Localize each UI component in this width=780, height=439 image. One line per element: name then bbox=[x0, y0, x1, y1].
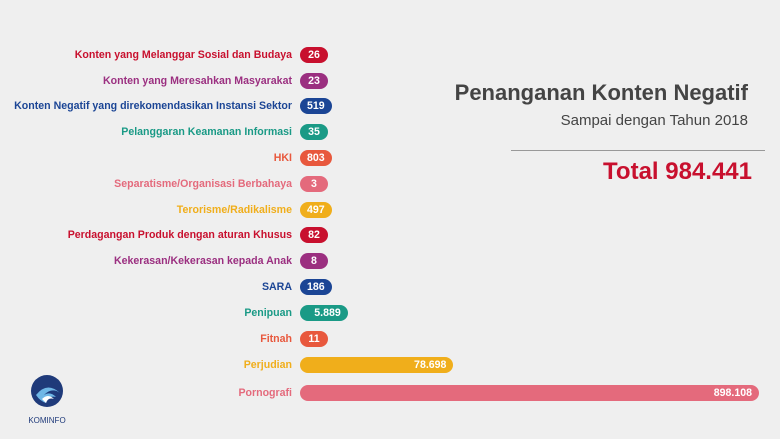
category-label: Penipuan bbox=[244, 306, 292, 319]
category-label: Kekerasan/Kekerasan kepada Anak bbox=[113, 255, 292, 268]
bar-row: Fitnah 11 bbox=[0, 326, 780, 352]
bar-row: Konten yang Meresahkan Masyarakat 23 bbox=[0, 68, 780, 94]
bar: 803 bbox=[300, 150, 332, 167]
bar-row: Pelanggaran Keamanan Informasi 35 bbox=[0, 119, 780, 145]
category-label: Konten yang Melanggar Sosial dan Budaya bbox=[74, 48, 292, 61]
bar-row: Konten yang Melanggar Sosial dan Budaya 2… bbox=[0, 42, 780, 68]
category-label: Konten yang Meresahkan Masyarakat bbox=[103, 74, 292, 87]
bar: 23 bbox=[300, 72, 328, 89]
bar: 82 bbox=[300, 227, 328, 244]
category-label: Pornografi bbox=[238, 386, 292, 399]
chart-subtitle: Sampai dengan Tahun 2018 bbox=[560, 112, 748, 129]
bar: 11 bbox=[300, 330, 328, 347]
category-label: Konten Negatif yang direkomendasikan Ins… bbox=[14, 100, 292, 113]
total-value: Total 984.441 bbox=[603, 158, 752, 185]
bar: 186 bbox=[300, 279, 332, 296]
bar-row: Terorisme/Radikalisme 497 bbox=[0, 197, 780, 223]
logo-text: KOMINFO bbox=[28, 416, 66, 425]
category-label: Terorisme/Radikalisme bbox=[176, 203, 292, 216]
bar: 26 bbox=[300, 46, 328, 63]
bar-row: Pornografi 898.108 bbox=[0, 379, 780, 407]
bar-row: Perjudian 78.698 bbox=[0, 352, 780, 380]
divider bbox=[511, 150, 765, 151]
bar-row: Konten Negatif yang direkomendasikan Ins… bbox=[0, 94, 780, 120]
category-label: HKI bbox=[273, 152, 292, 165]
bar: 519 bbox=[300, 98, 332, 115]
bar-chart: Konten yang Melanggar Sosial dan Budaya 2… bbox=[0, 42, 780, 407]
bar-row: Penipuan 5.889 bbox=[0, 300, 780, 326]
kominfo-logo: KOMINFO bbox=[22, 373, 72, 425]
bar: 3 bbox=[300, 175, 328, 192]
bar-row: Kekerasan/Kekerasan kepada Anak 8 bbox=[0, 248, 780, 274]
bar: 35 bbox=[300, 124, 328, 141]
kominfo-logo-icon bbox=[31, 375, 63, 407]
bar-row: SARA 186 bbox=[0, 274, 780, 300]
category-label: SARA bbox=[261, 281, 292, 294]
bar: 497 bbox=[300, 201, 332, 218]
category-label: Pelanggaran Keamanan Informasi bbox=[121, 126, 292, 139]
category-label: Perdagangan Produk dengan aturan Khusus bbox=[67, 229, 292, 242]
bar: 898.108 bbox=[300, 384, 759, 401]
bar-row: Perdagangan Produk dengan aturan Khusus 8… bbox=[0, 223, 780, 249]
category-label: Separatisme/Organisasi Berbahaya bbox=[114, 177, 292, 190]
category-label: Perjudian bbox=[243, 359, 292, 372]
bar: 5.889 bbox=[300, 304, 348, 321]
chart-title: Penanganan Konten Negatif bbox=[454, 80, 748, 105]
bar: 8 bbox=[300, 253, 328, 270]
category-label: Fitnah bbox=[260, 332, 292, 345]
bar-row: Separatisme/Organisasi Berbahaya 3 bbox=[0, 171, 780, 197]
bar-row: HKI 803 bbox=[0, 145, 780, 171]
bar: 78.698 bbox=[300, 357, 454, 374]
